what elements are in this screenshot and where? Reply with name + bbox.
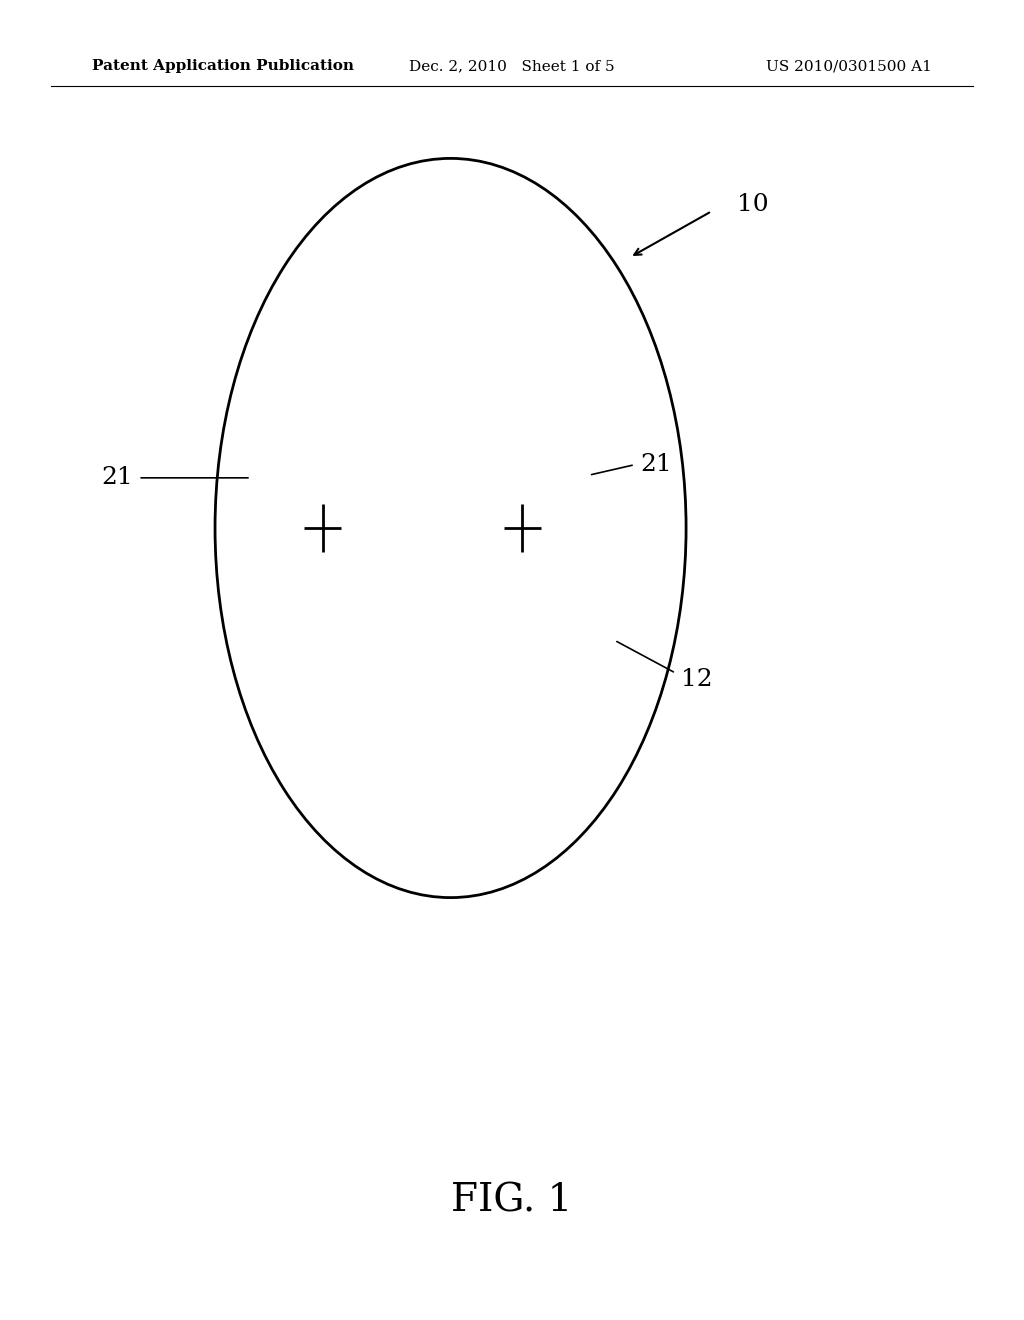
Text: FIG. 1: FIG. 1 <box>452 1183 572 1220</box>
Text: 10: 10 <box>737 193 769 216</box>
Text: 12: 12 <box>681 668 713 692</box>
Text: Dec. 2, 2010   Sheet 1 of 5: Dec. 2, 2010 Sheet 1 of 5 <box>410 59 614 74</box>
Text: US 2010/0301500 A1: US 2010/0301500 A1 <box>766 59 932 74</box>
Text: 21: 21 <box>640 453 672 477</box>
Text: Patent Application Publication: Patent Application Publication <box>92 59 354 74</box>
Text: 21: 21 <box>101 466 133 490</box>
